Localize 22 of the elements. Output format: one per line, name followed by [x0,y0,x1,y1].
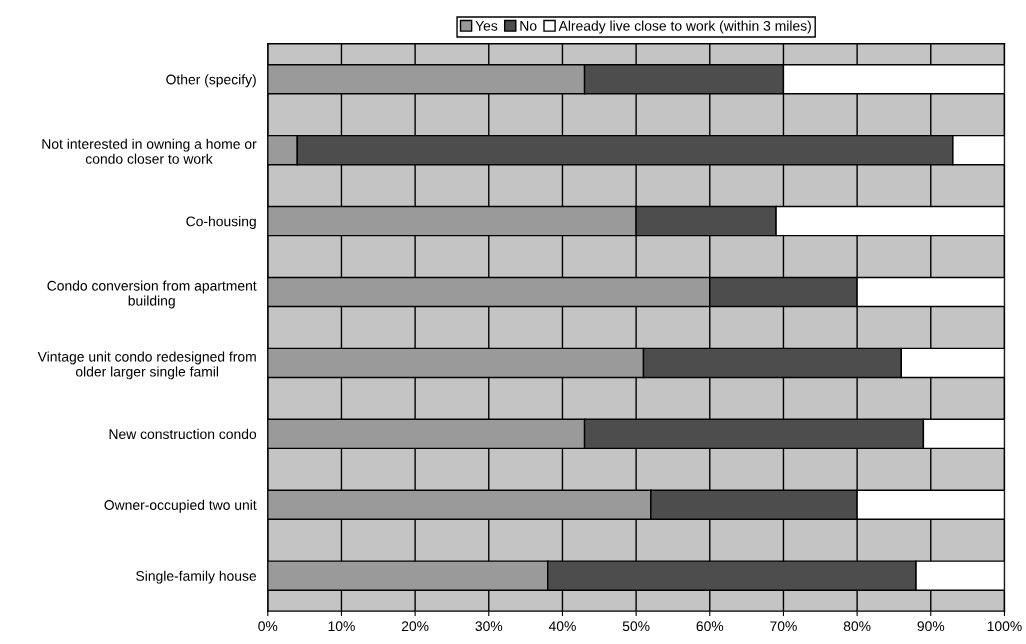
x-tick-label: 80% [843,621,871,632]
y-tick-label: Vintage unit condo redesigned from older larger single famil [37,351,256,380]
y-tick-label: Condo conversion from apartment building [47,280,257,309]
x-tick-label: 10% [328,621,355,632]
legend-label: Yes [475,21,498,31]
y-tick-label: Co-housing [186,216,256,230]
x-tick-label: 90% [917,621,945,632]
y-tick-label: New construction condo [109,428,257,440]
y-tick-label: Not interested in owning a home or condo closer to work [42,138,257,164]
legend-label: Already live close to work (within 3 miles) [558,20,811,34]
x-tick-label: 100% [987,621,1022,632]
x-tick-label: 70% [770,621,797,632]
x-tick-label: 50% [622,621,650,632]
y-tick-label: Single-family house [136,570,257,584]
x-tick-label: 30% [475,621,503,632]
y-tick-label: Owner-occupied two unit [104,499,257,513]
legend-label: No [520,21,537,31]
y-tick-label: Other (specify) [166,74,256,88]
x-tick-label: 40% [548,621,576,632]
x-tick-label: 20% [401,621,429,632]
x-tick-label: 0% [258,621,278,632]
x-tick-label: 60% [696,621,724,632]
